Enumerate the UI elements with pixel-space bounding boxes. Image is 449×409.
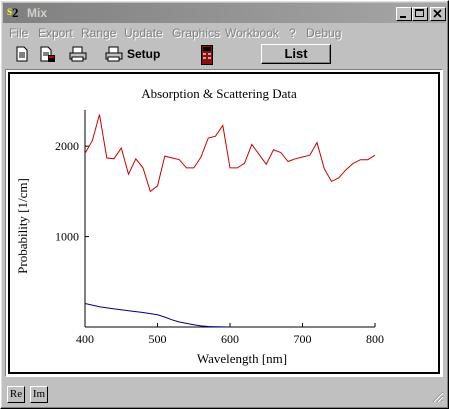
x-tick-label: 700 xyxy=(294,332,312,346)
menu-update[interactable]: Update xyxy=(124,26,163,40)
menu-bar: File Export Range Update Graphics Workbo… xyxy=(3,24,446,42)
menu-debug[interactable]: Debug xyxy=(306,26,342,40)
y-tick-label: 2000 xyxy=(55,139,79,153)
maximize-icon xyxy=(415,9,424,17)
x-tick-label: 500 xyxy=(149,332,167,346)
menu-graphics[interactable]: Graphics xyxy=(172,26,221,40)
chart-axes: 400 500 600 700 800 1000 2000 xyxy=(55,110,384,346)
window-title: Mix xyxy=(27,6,48,20)
status-bar: Re Im xyxy=(3,381,446,405)
app-icon-label: 2 xyxy=(12,5,19,20)
close-button[interactable] xyxy=(430,7,446,21)
menu-range[interactable]: Range xyxy=(81,26,117,40)
minimize-icon xyxy=(400,16,406,18)
x-axis-label: Wavelength [nm] xyxy=(197,351,287,366)
size-grip-icon[interactable] xyxy=(432,391,444,403)
series-line-absorption xyxy=(84,114,376,193)
chart-canvas[interactable]: Absorption & Scattering Data 400 500 600 70… xyxy=(10,74,440,374)
app-icon-mark: S xyxy=(7,7,13,17)
chart-frame: Absorption & Scattering Data 400 500 600 70… xyxy=(8,72,440,374)
chart-series xyxy=(84,114,376,328)
chart-title: Absorption & Scattering Data xyxy=(141,86,297,101)
menu-export[interactable]: Export xyxy=(38,26,73,40)
y-axis-label: Probability [1/cm] xyxy=(15,178,30,274)
setup-button[interactable]: Setup xyxy=(127,47,161,61)
list-button[interactable]: List xyxy=(261,44,331,64)
menu-help[interactable]: ? xyxy=(289,26,296,40)
new-document-icon[interactable] xyxy=(15,46,29,64)
chart-area: Absorption & Scattering Data 400 500 600 70… xyxy=(5,69,443,377)
y-tick-label: 1000 xyxy=(55,230,79,244)
series-line-scattering xyxy=(84,303,231,328)
title-bar[interactable]: S 2 Mix xyxy=(3,3,446,23)
minimize-button[interactable] xyxy=(396,7,412,21)
print-icon[interactable] xyxy=(69,46,87,64)
menu-file[interactable]: File xyxy=(9,26,29,40)
imaginary-part-button[interactable]: Im xyxy=(30,386,48,403)
maximize-button[interactable] xyxy=(412,7,428,21)
x-tick-label: 800 xyxy=(366,332,384,346)
calculator-icon[interactable] xyxy=(201,45,213,65)
app-icon[interactable]: S 2 xyxy=(7,6,23,20)
printer-setup-icon[interactable] xyxy=(105,46,123,64)
x-tick-label: 600 xyxy=(221,332,239,346)
x-tick-label: 400 xyxy=(76,332,94,346)
real-part-button[interactable]: Re xyxy=(7,386,25,403)
save-document-icon[interactable] xyxy=(39,46,57,64)
menu-workbook[interactable]: Workbook xyxy=(225,26,279,40)
toolbar: Setup List xyxy=(3,43,446,67)
close-icon xyxy=(433,9,442,18)
